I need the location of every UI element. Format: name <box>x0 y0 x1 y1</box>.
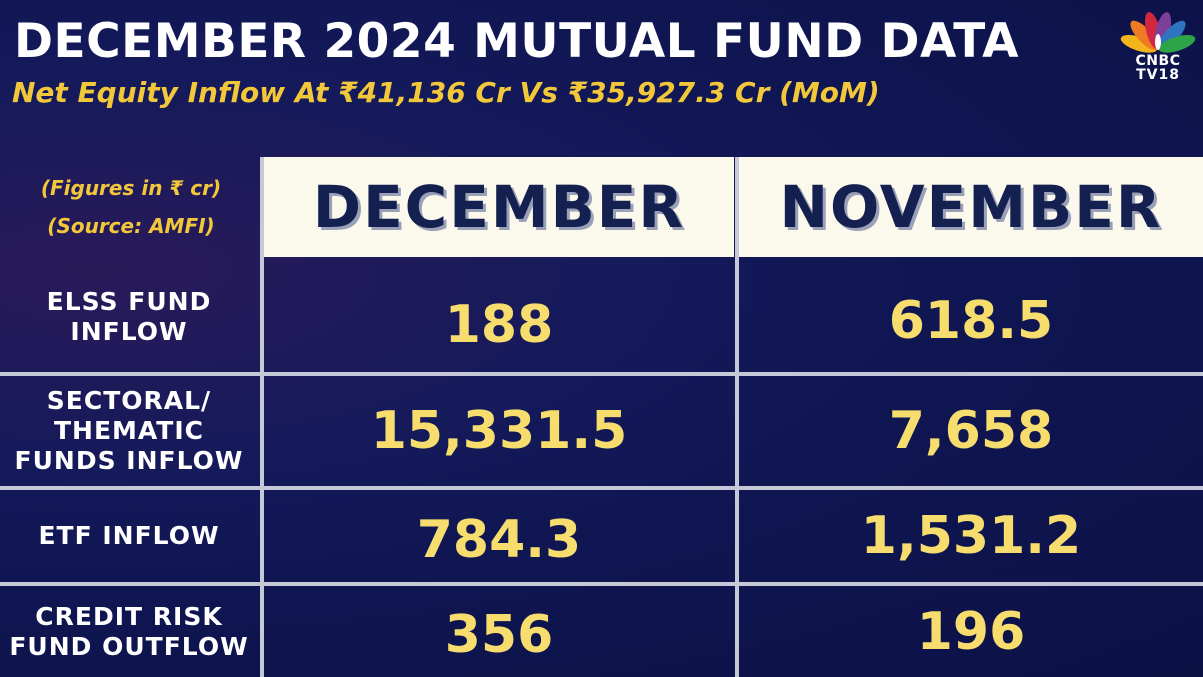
peacock-icon <box>1120 12 1196 53</box>
source-note: (Source: AMFI) <box>47 214 215 238</box>
table-cell-december: 188 <box>444 294 554 355</box>
table-cell-november: 7,658 <box>888 401 1054 461</box>
table-divider-vertical <box>735 157 739 677</box>
logo-text-tv18: TV18 <box>1136 67 1180 83</box>
table-row-label: ETF INFLOW <box>0 490 258 582</box>
logo-text-cnbc: CNBC <box>1135 53 1181 69</box>
page-subtitle: Net Equity Inflow At ₹41,136 Cr Vs ₹35,9… <box>12 76 880 109</box>
table-row-label: ELSS FUND INFLOW <box>0 261 258 372</box>
figures-note: (Figures in ₹ cr) <box>40 176 222 200</box>
row-label-text: ETF INFLOW <box>38 521 220 550</box>
table-row-label: CREDIT RISK FUND OUTFLOW <box>0 586 258 677</box>
table-cell-november: 196 <box>916 601 1026 662</box>
table-divider-vertical <box>260 157 264 677</box>
table-cell-december: 784.3 <box>416 510 582 570</box>
table-divider-horizontal <box>0 486 1203 490</box>
row-label-text: CREDIT RISK FUND OUTFLOW <box>9 601 249 661</box>
table-divider-horizontal <box>0 582 1203 586</box>
table-cell-december: 356 <box>444 604 554 665</box>
table-row-label: SECTORAL/ THEMATIC FUNDS INFLOW <box>0 376 258 486</box>
page-title: DECEMBER 2024 MUTUAL FUND DATA <box>14 14 1020 69</box>
row-label-text: ELSS FUND INFLOW <box>46 286 212 346</box>
table-divider-horizontal <box>0 372 1203 376</box>
table-cell-december: 15,331.5 <box>370 401 628 461</box>
table-cell-november: 1,531.2 <box>860 506 1082 566</box>
column-header-november: NOVEMBER <box>739 157 1203 257</box>
row-label-text: SECTORAL/ THEMATIC FUNDS INFLOW <box>14 386 244 475</box>
table-cell-november: 618.5 <box>888 290 1054 351</box>
cnbc-tv18-logo: CNBC TV18 <box>1118 6 1198 86</box>
column-header-december: DECEMBER <box>264 157 734 257</box>
